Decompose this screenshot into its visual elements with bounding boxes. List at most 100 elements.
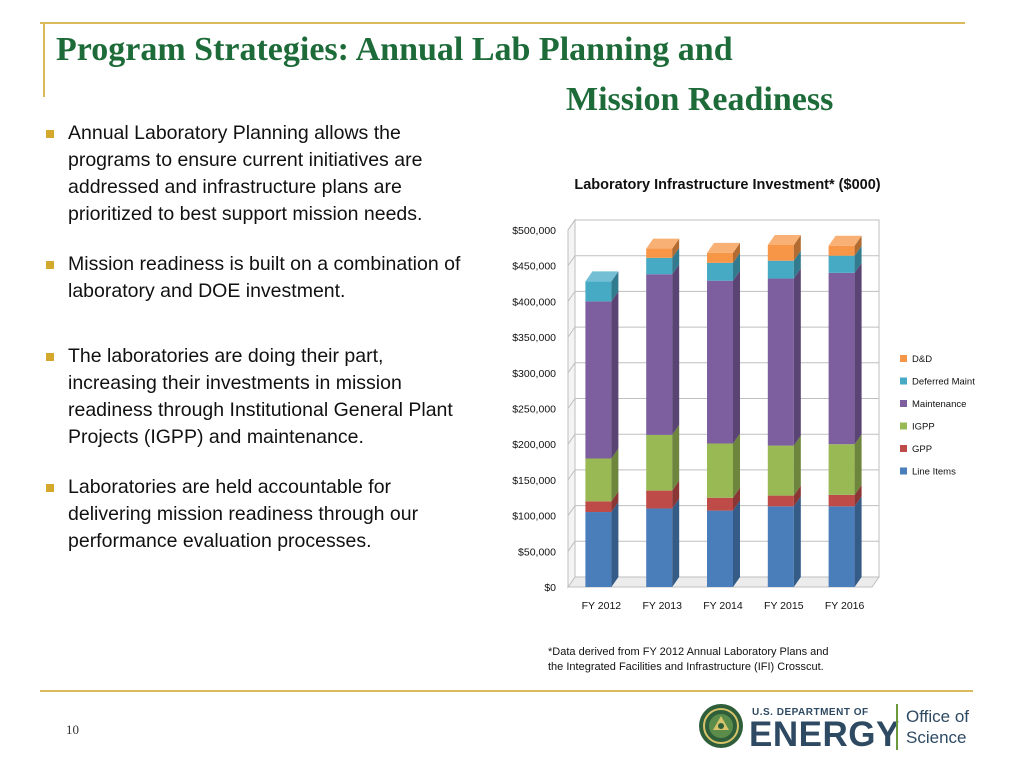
bar-segment <box>585 512 612 587</box>
bar-top <box>585 271 619 282</box>
legend-label: Maintenance <box>912 399 966 410</box>
slide-title-line1: Program Strategies: Annual Lab Planning … <box>56 31 733 68</box>
slide-title: Program Strategies: Annual Lab Planning … <box>56 30 896 120</box>
bar-segment-side <box>672 238 680 258</box>
doe-energy-wordmark: ENERGY <box>749 715 900 754</box>
bar-segment <box>646 248 673 258</box>
bar-top <box>767 234 801 245</box>
bottom-rule <box>40 690 973 692</box>
legend-swatch <box>900 467 907 475</box>
bullet-text: Mission readiness is built on a combinat… <box>68 253 461 302</box>
bar-segment-side <box>733 487 740 511</box>
bar-segment-side <box>854 235 862 256</box>
office-line2: Science <box>906 728 967 747</box>
bullet-item: Laboratories are held accountable for de… <box>44 474 469 555</box>
chart-footnote: *Data derived from FY 2012 Annual Labora… <box>548 645 928 675</box>
bar-segment <box>646 490 673 509</box>
x-tick-label: FY 2016 <box>825 600 865 612</box>
bar-segment <box>767 260 794 279</box>
stacked-bar-chart: $0 $50,000 $100,000 $150,000 $200,000 $250,00… <box>512 218 975 612</box>
bar-segment-side <box>672 424 680 491</box>
top-rule <box>40 22 965 24</box>
bar-segment <box>707 443 733 498</box>
y-tick-label: $450,000 <box>512 261 556 273</box>
bar-segment-side <box>854 496 862 587</box>
y-tick-label: $150,000 <box>512 475 556 487</box>
doe-department-label: U.S. DEPARTMENT OF <box>752 707 869 718</box>
bar-segment-side <box>793 485 801 507</box>
bar-segment-side <box>793 250 801 279</box>
left-rule <box>43 22 45 97</box>
bullet-square-icon <box>46 484 54 492</box>
legend-swatch <box>900 355 907 362</box>
bar-segment-side <box>793 234 801 261</box>
bar-segment <box>707 280 733 444</box>
bullet-list: Annual Laboratory Planning allows the pr… <box>44 120 469 555</box>
legend-swatch <box>900 400 907 407</box>
legend-label: Line Items <box>912 467 956 478</box>
y-tick-label: $50,000 <box>518 546 556 558</box>
bar-segment-side <box>854 484 862 507</box>
bar-segment-side <box>793 496 801 587</box>
x-tick-label: FY 2015 <box>764 600 804 612</box>
bullet-text: The laboratories are doing their part, i… <box>68 345 453 448</box>
bar-segment-side <box>733 270 740 444</box>
legend-label: Deferred Maint <box>912 377 975 388</box>
bar-segment-side <box>733 242 740 263</box>
bar-segment-side <box>793 268 801 446</box>
y-tick-label: $250,000 <box>512 404 556 416</box>
x-tick-label: FY 2014 <box>703 600 743 612</box>
bar-segment <box>767 244 794 261</box>
bar-top <box>828 235 862 246</box>
bar-segment-side <box>672 264 680 435</box>
bar-segment-side <box>854 434 862 495</box>
bar-segment <box>767 278 794 446</box>
bar-top <box>646 238 680 249</box>
bar-segment <box>646 257 673 275</box>
y-tick-label: $300,000 <box>512 368 556 380</box>
y-tick-label: $350,000 <box>512 332 556 344</box>
logo-divider <box>896 704 898 750</box>
chart-title: Laboratory Infrastructure Investment* ($… <box>574 177 881 193</box>
bar-segment <box>646 434 673 491</box>
bullet-square-icon <box>46 261 54 269</box>
y-tick-label: $0 <box>544 582 556 594</box>
legend-swatch <box>900 422 907 430</box>
legend-label: IGPP <box>912 422 935 433</box>
bar-segment-side <box>611 448 619 502</box>
legend-label: D&D <box>912 354 932 365</box>
bar-segment-side <box>733 500 740 587</box>
legend-swatch <box>900 377 907 385</box>
legend-label: GPP <box>912 444 932 455</box>
bar-segment-side <box>854 262 862 445</box>
bar-segment <box>767 445 794 496</box>
bar-segment <box>707 262 733 281</box>
bar-segment <box>585 458 612 502</box>
bullet-square-icon <box>46 130 54 138</box>
bar-segment <box>707 252 733 263</box>
bar-segment <box>585 281 612 302</box>
bar-segment <box>646 274 673 435</box>
bar-segment <box>828 506 855 587</box>
bar-segment <box>828 272 855 445</box>
office-line1: Office of <box>906 707 969 726</box>
bar-segment <box>585 301 612 459</box>
bar-segment-side <box>672 480 680 509</box>
doe-seal-icon <box>699 704 743 748</box>
bar-segment-side <box>611 502 619 587</box>
footnote-line2: the Integrated Facilities and Infrastruc… <box>548 661 824 673</box>
bar-segment <box>707 510 733 587</box>
y-gridline <box>567 219 879 231</box>
bar-segment <box>767 495 794 507</box>
legend-swatch <box>900 445 907 452</box>
bar-segment <box>828 255 855 273</box>
bar-segment-side <box>733 252 740 281</box>
x-tick-label: FY 2012 <box>582 600 622 612</box>
bar-segment <box>828 245 855 256</box>
bar-top <box>707 242 740 253</box>
bar-segment <box>585 501 612 513</box>
bar-segment <box>828 444 855 495</box>
page-number: 10 <box>66 722 79 737</box>
bullet-text: Laboratories are held accountable for de… <box>68 476 419 552</box>
y-tick-label: $100,000 <box>512 511 556 523</box>
